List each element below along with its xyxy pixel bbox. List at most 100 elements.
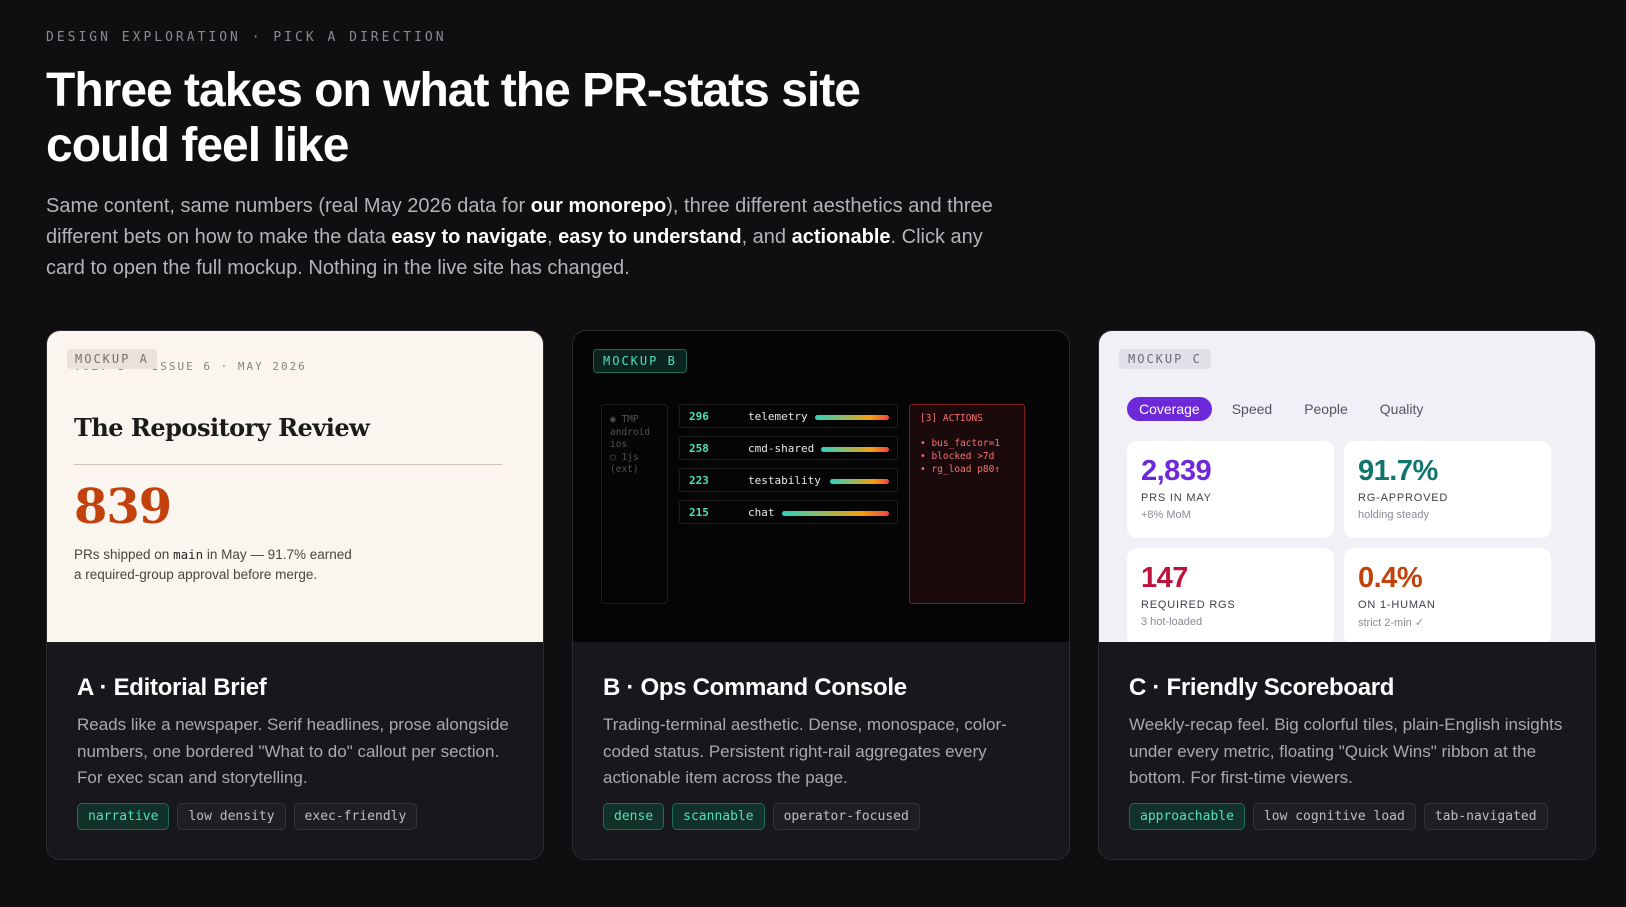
scoreboard-tabs: Coverage Speed People Quality xyxy=(1127,397,1435,421)
tag: low density xyxy=(177,803,286,830)
tile-subtext: +8% MoM xyxy=(1141,509,1191,521)
mockup-c-preview[interactable]: MOCKUP C Coverage Speed People Quality 2… xyxy=(1099,331,1595,642)
row-bar xyxy=(815,415,889,420)
sidebar-item: ○ 1js xyxy=(610,451,639,463)
tag: low cognitive load xyxy=(1252,803,1416,830)
card-description: Weekly-recap feel. Big colorful tiles, p… xyxy=(1129,715,1563,787)
mockup-cards: VOL. 1 · ISSUE 6 · MAY 2026 MOCKUP A The… xyxy=(46,330,1596,860)
tab-quality[interactable]: Quality xyxy=(1379,401,1424,417)
tag-list: narrative low density exec-friendly xyxy=(77,803,418,830)
mockup-badge: MOCKUP B xyxy=(593,349,687,373)
mockup-a-preview[interactable]: VOL. 1 · ISSUE 6 · MAY 2026 MOCKUP A The… xyxy=(47,331,543,642)
tag: operator-focused xyxy=(772,803,920,830)
console-rows: 296 telemetry 258 cmd-shared 223 testabi… xyxy=(679,404,898,532)
intro-emphasis: our monorepo xyxy=(530,195,667,217)
row-name: cmd-shared xyxy=(748,442,815,455)
console-row: 258 cmd-shared xyxy=(679,436,898,460)
lead-prose: PRs shipped on main in May — 91.7% earne… xyxy=(74,545,354,585)
row-name: chat xyxy=(748,506,775,519)
page-title: Three takes on what the PR-stats site co… xyxy=(46,64,861,172)
tab-coverage[interactable]: Coverage xyxy=(1127,397,1212,421)
page: DESIGN EXPLORATION · PICK A DIRECTION Th… xyxy=(46,30,1596,860)
rail-item: • blocked >7d xyxy=(920,451,995,462)
tag: dense xyxy=(603,803,665,830)
row-count: 223 xyxy=(689,474,709,487)
card-description: Trading-terminal aesthetic. Dense, monos… xyxy=(603,715,1007,787)
intro-text: Same content, same numbers (real May 202… xyxy=(46,195,531,217)
tile-value: 2,839 xyxy=(1141,455,1212,487)
tag: tab-navigated xyxy=(1423,803,1548,830)
card-body: A · Editorial Brief Reads like a newspap… xyxy=(77,674,522,792)
rail-heading: [3] ACTIONS xyxy=(920,413,983,424)
big-number: 839 xyxy=(74,479,172,535)
card-friendly-scoreboard[interactable]: MOCKUP C Coverage Speed People Quality 2… xyxy=(1098,330,1596,860)
metric-tile: 2,839 PRS IN MAY +8% MoM xyxy=(1127,441,1334,538)
tag: scannable xyxy=(672,803,765,830)
intro-emphasis: easy to understand xyxy=(558,226,742,248)
row-count: 296 xyxy=(689,410,709,423)
tile-label: RG-APPROVED xyxy=(1358,492,1449,504)
card-title: A · Editorial Brief xyxy=(77,674,267,701)
tile-label: PRS IN MAY xyxy=(1141,492,1212,504)
intro-text: . Click any card to open the full mockup… xyxy=(46,226,983,279)
actions-rail: [3] ACTIONS • bus_factor=1 • blocked >7d… xyxy=(909,404,1025,604)
intro-emphasis: actionable xyxy=(791,226,891,248)
tag: approachable xyxy=(1129,803,1245,830)
intro-emphasis: easy to navigate xyxy=(391,226,548,248)
branch-code: main xyxy=(173,547,204,562)
eyebrow: DESIGN EXPLORATION · PICK A DIRECTION xyxy=(46,30,447,45)
sidebar-item: ◉ TMP xyxy=(610,414,639,425)
row-name: telemetry xyxy=(748,410,808,423)
masthead-rule xyxy=(74,464,502,465)
tile-subtext: 3 hot-loaded xyxy=(1141,616,1203,628)
console-row: 223 testability xyxy=(679,468,898,492)
row-name: testability xyxy=(748,474,821,487)
mockup-badge: MOCKUP A xyxy=(67,349,157,369)
tile-value: 147 xyxy=(1141,562,1188,594)
intro-paragraph: Same content, same numbers (real May 202… xyxy=(46,191,1006,284)
tag-list: approachable low cognitive load tab-navi… xyxy=(1129,803,1548,830)
tile-subtext: strict 2-min ✓ xyxy=(1358,617,1425,629)
metric-tile: 91.7% RG-APPROVED holding steady xyxy=(1344,441,1551,538)
rail-item: • rg_load p80↑ xyxy=(920,464,1001,475)
tag: exec-friendly xyxy=(293,803,418,830)
card-ops-console[interactable]: MOCKUP B ◉ TMP android ios ○ 1js (ext) 2… xyxy=(572,330,1070,860)
card-editorial-brief[interactable]: VOL. 1 · ISSUE 6 · MAY 2026 MOCKUP A The… xyxy=(46,330,544,860)
card-body: B · Ops Command Console Trading-terminal… xyxy=(603,674,1048,792)
tab-people[interactable]: People xyxy=(1304,401,1348,417)
card-description: Reads like a newspaper. Serif headlines,… xyxy=(77,715,509,787)
prose-text: in May — 91.7% earned a required-group a… xyxy=(74,547,352,582)
console-sidebar: ◉ TMP android ios ○ 1js (ext) xyxy=(601,404,668,604)
console-row: 296 telemetry xyxy=(679,404,898,428)
prose-text: PRs shipped on xyxy=(74,547,174,562)
sidebar-item: (ext) xyxy=(610,464,639,475)
mockup-badge: MOCKUP C xyxy=(1119,349,1211,369)
card-title: C · Friendly Scoreboard xyxy=(1129,674,1395,701)
row-count: 215 xyxy=(689,506,709,519)
row-count: 258 xyxy=(689,442,709,455)
row-bar xyxy=(830,479,889,484)
intro-text: , and xyxy=(741,226,792,248)
metric-tile: 147 REQUIRED RGS 3 hot-loaded xyxy=(1127,548,1334,642)
tile-value: 91.7% xyxy=(1358,455,1438,487)
tag-list: dense scannable operator-focused xyxy=(603,803,920,830)
row-bar xyxy=(821,447,889,452)
row-bar xyxy=(782,511,889,516)
mockup-b-preview[interactable]: MOCKUP B ◉ TMP android ios ○ 1js (ext) 2… xyxy=(573,331,1069,642)
card-title: B · Ops Command Console xyxy=(603,674,907,701)
tile-label: REQUIRED RGS xyxy=(1141,599,1236,611)
intro-text: , xyxy=(547,226,559,248)
card-body: C · Friendly Scoreboard Weekly-recap fee… xyxy=(1129,674,1574,792)
masthead: The Repository Review xyxy=(74,413,370,442)
console-row: 215 chat xyxy=(679,500,898,524)
rail-item: • bus_factor=1 xyxy=(920,438,1001,449)
intro-text: ), three different aesthetics and three … xyxy=(46,195,993,248)
tile-value: 0.4% xyxy=(1358,562,1423,594)
tab-speed[interactable]: Speed xyxy=(1231,401,1273,417)
tile-subtext: holding steady xyxy=(1358,509,1429,521)
metric-tile: 0.4% ON 1-HUMAN strict 2-min ✓ xyxy=(1344,548,1551,642)
sidebar-item: android xyxy=(610,426,651,438)
tile-label: ON 1-HUMAN xyxy=(1358,599,1436,611)
sidebar-item: ios xyxy=(610,439,628,450)
tag: narrative xyxy=(77,803,170,830)
